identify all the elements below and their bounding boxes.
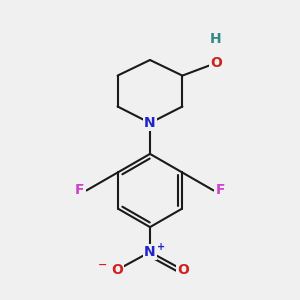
Text: H: H <box>210 32 222 46</box>
Text: N: N <box>144 245 156 259</box>
Text: −: − <box>98 260 107 270</box>
Text: F: F <box>75 184 85 197</box>
Text: O: O <box>210 56 222 70</box>
Text: +: + <box>157 242 166 252</box>
Text: N: N <box>144 116 156 130</box>
Text: O: O <box>177 263 189 277</box>
Text: O: O <box>111 263 123 277</box>
Text: F: F <box>215 184 225 197</box>
